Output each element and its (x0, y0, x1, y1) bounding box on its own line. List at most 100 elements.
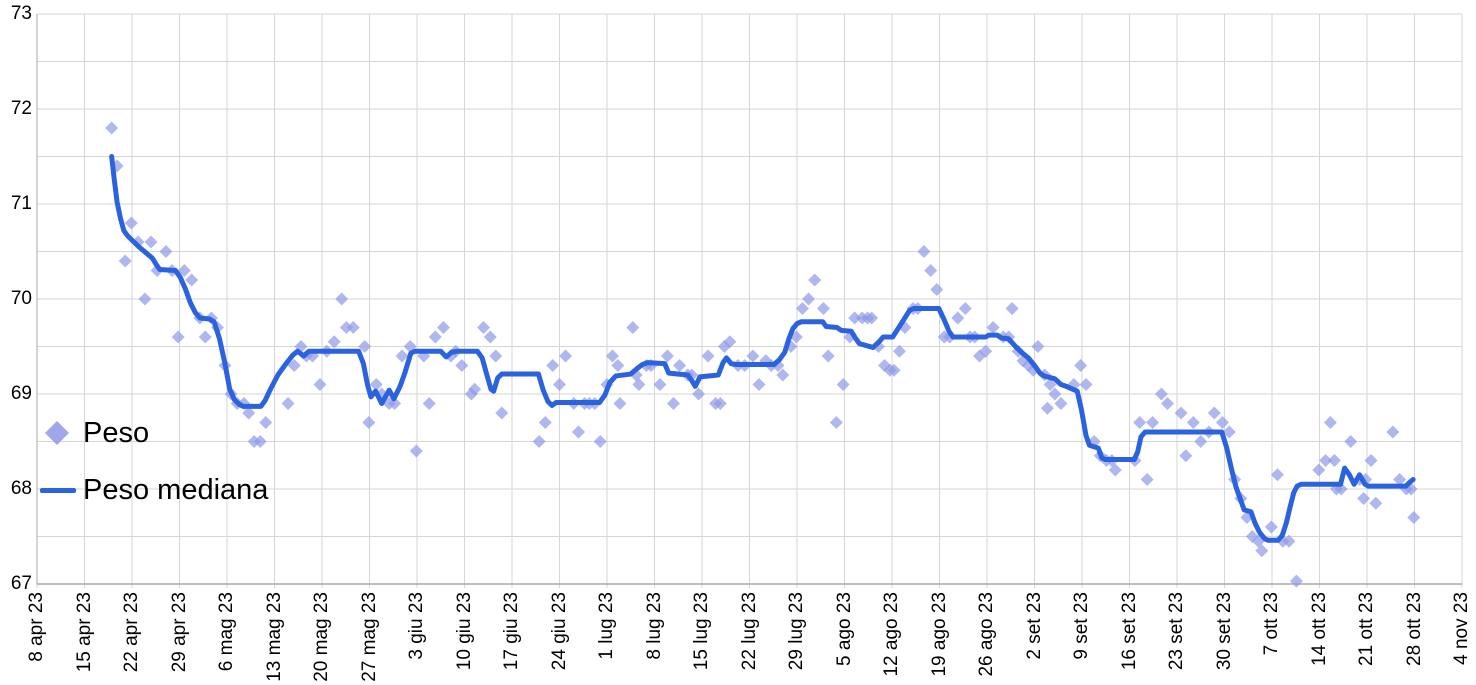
data-point-peso (483, 330, 497, 344)
data-point-peso (1108, 463, 1122, 477)
data-point-peso (455, 359, 469, 372)
data-point-peso (1133, 416, 1147, 429)
data-point-peso (1005, 302, 1019, 315)
y-tick-label: 67 (10, 573, 32, 594)
x-tick-label: 5 ago 23 (833, 592, 855, 666)
data-point-peso (1179, 449, 1193, 463)
data-point-peso (1357, 492, 1371, 505)
legend-item-peso: Peso (44, 415, 149, 451)
x-tick-label: 8 apr 23 (26, 592, 47, 662)
data-point-peso (339, 321, 353, 334)
data-point-peso (159, 245, 173, 258)
data-point-peso (776, 368, 790, 382)
data-point-peso (362, 416, 376, 429)
data-point-peso (1154, 387, 1168, 401)
data-point-peso (802, 292, 816, 306)
data-point-peso (177, 264, 191, 277)
data-point-peso (1270, 468, 1284, 482)
data-point-peso (605, 349, 619, 363)
data-point-peso (1074, 359, 1088, 372)
data-point-peso (388, 397, 402, 410)
data-point-peso (1140, 473, 1154, 486)
data-point-peso (1393, 473, 1407, 486)
data-point-peso (1282, 534, 1296, 548)
legend-item-peso-mediana: Peso mediana (40, 472, 268, 508)
data-point-peso (917, 245, 931, 258)
y-tick-label: 73 (10, 3, 32, 24)
data-point-peso (436, 321, 450, 334)
data-point-peso (829, 416, 843, 429)
x-tick-label: 1 lug 23 (596, 592, 617, 660)
data-point-peso (1312, 463, 1326, 477)
data-point-peso (611, 359, 625, 372)
data-point-peso (259, 416, 273, 429)
x-tick-label: 26 ago 23 (976, 592, 997, 677)
data-point-peso (1207, 406, 1221, 420)
median-line (109, 154, 1416, 543)
data-point-peso (1255, 544, 1269, 558)
data-point-peso (553, 378, 566, 391)
x-tick-label: 21 ott 23 (1356, 592, 1377, 666)
y-tick-label: 72 (10, 98, 32, 119)
data-point-peso (887, 363, 901, 377)
data-point-peso (253, 435, 267, 448)
data-point-peso (673, 359, 687, 372)
data-point-peso (808, 273, 822, 287)
data-point-peso (1194, 435, 1208, 448)
x-tick-label: 2 set 23 (1023, 592, 1045, 660)
x-tick-label: 29 apr 23 (168, 592, 190, 673)
x-tick-label: 4 nov 23 (1451, 592, 1472, 665)
data-point-peso (546, 359, 560, 372)
data-point-peso (1043, 378, 1057, 391)
data-point-peso (626, 321, 640, 334)
x-tick-label: 30 set 23 (1213, 592, 1235, 671)
x-tick-label: 15 lug 23 (691, 592, 712, 671)
data-point-peso (713, 397, 727, 410)
data-point-peso (1364, 454, 1378, 467)
data-point-peso (979, 344, 993, 358)
data-point-peso (1048, 387, 1062, 401)
x-tick-label: 12 ago 23 (881, 592, 902, 677)
x-tick-label: 15 apr 23 (73, 592, 95, 673)
data-point-peso (1407, 511, 1421, 524)
data-point-peso (281, 397, 295, 410)
data-point-peso (632, 378, 646, 391)
data-point-peso (1344, 435, 1358, 448)
data-point-peso (242, 406, 256, 420)
data-point-peso (468, 382, 482, 396)
x-tick-label: 28 ott 23 (1403, 592, 1425, 666)
data-point-peso (692, 387, 706, 401)
x-tick-label: 27 mag 23 (358, 592, 380, 682)
data-point-peso (795, 302, 809, 315)
x-tick-label: 17 giu 23 (501, 592, 522, 671)
data-point-peso (489, 349, 503, 363)
data-point-peso (930, 283, 944, 296)
data-point-peso (723, 335, 737, 349)
line-marker-icon (40, 487, 76, 493)
data-point-peso (593, 435, 607, 448)
data-point-peso (1146, 416, 1160, 429)
x-tick-label: 7 ott 23 (1261, 592, 1282, 656)
x-tick-label: 3 giu 23 (406, 592, 427, 660)
x-tick-label: 6 mag 23 (216, 592, 237, 672)
data-point-peso (1174, 406, 1188, 420)
data-point-peso (428, 330, 442, 344)
data-point-peso (327, 335, 341, 349)
data-point-peso (346, 321, 360, 334)
x-tick-label: 14 ott 23 (1308, 592, 1330, 666)
data-point-peso (198, 330, 212, 344)
x-tick-label: 20 mag 23 (311, 592, 332, 682)
y-tick-label: 70 (10, 288, 32, 309)
x-tick-label: 16 set 23 (1118, 592, 1140, 671)
data-point-peso (572, 425, 585, 439)
data-point-peso (538, 416, 552, 429)
diamond-marker-icon (45, 421, 69, 445)
data-point-peso (358, 340, 372, 353)
data-point-peso (892, 344, 906, 358)
data-point-peso (701, 349, 715, 363)
data-point-peso (1054, 397, 1068, 410)
y-tick-label: 69 (10, 383, 32, 404)
data-point-peso (532, 435, 546, 448)
